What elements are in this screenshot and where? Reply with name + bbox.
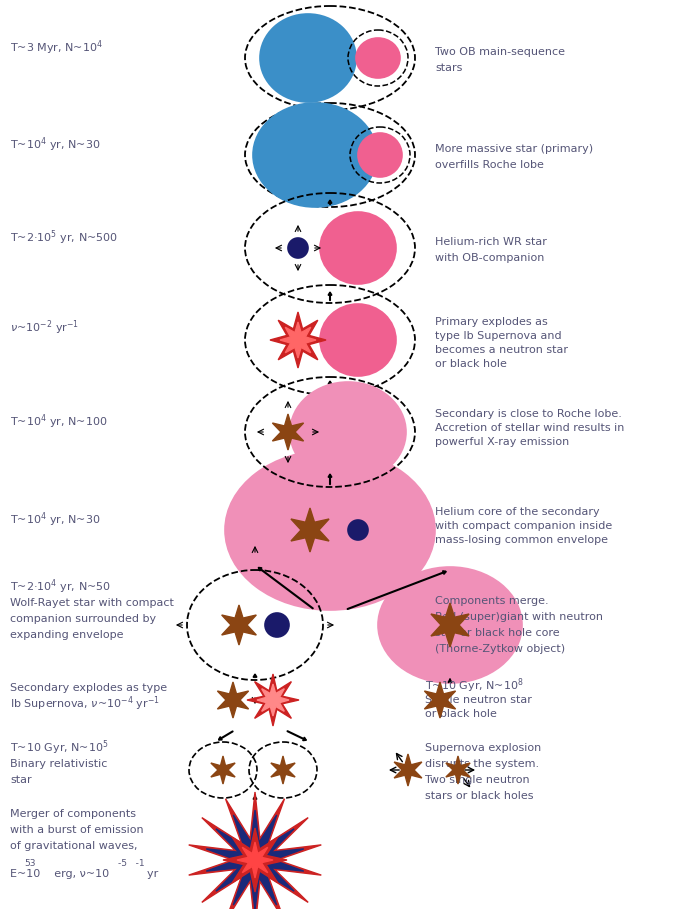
Ellipse shape [356,38,400,78]
Text: disrupts the system.: disrupts the system. [425,759,539,769]
Text: Binary relativistic: Binary relativistic [10,759,108,769]
Ellipse shape [348,520,368,540]
Polygon shape [237,842,273,878]
Polygon shape [431,603,469,647]
Text: expanding envelope: expanding envelope [10,630,123,640]
Text: Single neutron star: Single neutron star [425,695,532,705]
Text: with a burst of emission: with a burst of emission [10,825,144,835]
Polygon shape [273,414,303,450]
Polygon shape [247,674,299,726]
Text: T~2·10$^5$ yr, N~500: T~2·10$^5$ yr, N~500 [10,229,118,247]
Polygon shape [271,756,295,784]
Polygon shape [222,605,256,645]
Text: stars or black holes: stars or black holes [425,791,534,801]
Text: becomes a neutron star: becomes a neutron star [435,345,568,355]
Text: Accretion of stellar wind results in: Accretion of stellar wind results in [435,423,624,433]
Text: T~10$^4$ yr, N~100: T~10$^4$ yr, N~100 [10,413,108,431]
Text: powerful X-ray emission: powerful X-ray emission [435,437,569,447]
Text: T~10$^4$ yr, N~30: T~10$^4$ yr, N~30 [10,135,101,155]
Text: $\nu$~10$^{-2}$ yr$^{-1}$: $\nu$~10$^{-2}$ yr$^{-1}$ [10,319,79,337]
Text: (Thorne-Zytkow object): (Thorne-Zytkow object) [435,644,565,654]
Text: mass-losing common envelope: mass-losing common envelope [435,535,608,545]
Ellipse shape [253,103,377,207]
Ellipse shape [378,567,522,683]
Polygon shape [217,682,249,718]
Text: Red (super)giant with neutron: Red (super)giant with neutron [435,612,603,622]
Text: with compact companion inside: with compact companion inside [435,521,612,531]
Text: T~3 Myr, N~10$^4$: T~3 Myr, N~10$^4$ [10,39,103,57]
Text: star: star [10,775,32,785]
Polygon shape [394,754,422,786]
Polygon shape [223,828,287,892]
Text: T~10$^4$ yr, N~30: T~10$^4$ yr, N~30 [10,511,101,529]
Text: Helium-rich WR star: Helium-rich WR star [435,237,547,247]
Ellipse shape [225,450,435,610]
Text: overfills Roche lobe: overfills Roche lobe [435,160,544,170]
Text: star or black hole core: star or black hole core [435,628,560,638]
Polygon shape [206,810,303,909]
Polygon shape [188,792,321,909]
Text: Secondary explodes as type: Secondary explodes as type [10,683,167,693]
Text: -5   -1: -5 -1 [118,860,145,868]
Text: or black hole: or black hole [425,709,497,719]
Text: Two OB main-sequence: Two OB main-sequence [435,47,565,57]
Text: yr: yr [140,869,158,879]
Polygon shape [446,756,470,784]
Ellipse shape [320,304,396,376]
Text: Ib Supernova, $\nu$~10$^{-4}$ yr$^{-1}$: Ib Supernova, $\nu$~10$^{-4}$ yr$^{-1}$ [10,694,160,714]
Polygon shape [280,322,316,358]
Text: Two single neutron: Two single neutron [425,775,530,785]
Text: companion surrounded by: companion surrounded by [10,614,156,624]
Text: Merger of components: Merger of components [10,809,136,819]
Text: 53: 53 [24,860,36,868]
Ellipse shape [265,613,289,637]
Polygon shape [270,312,326,368]
Text: E~10    erg, ν~10: E~10 erg, ν~10 [10,869,109,879]
Text: T~10 Gyr, N~10$^8$: T~10 Gyr, N~10$^8$ [425,676,524,695]
Text: Secondary is close to Roche lobe.: Secondary is close to Roche lobe. [435,409,622,419]
Text: Wolf-Rayet star with compact: Wolf-Rayet star with compact [10,598,174,608]
Ellipse shape [288,238,308,258]
Text: of gravitational waves,: of gravitational waves, [10,841,138,851]
Text: or black hole: or black hole [435,359,507,369]
Text: T~10 Gyr, N~10$^5$: T~10 Gyr, N~10$^5$ [10,739,109,757]
Polygon shape [257,684,289,716]
Text: stars: stars [435,63,462,73]
Text: Primary explodes as: Primary explodes as [435,317,548,327]
Text: Helium core of the secondary: Helium core of the secondary [435,507,599,517]
Polygon shape [291,508,329,552]
Ellipse shape [260,14,356,102]
Polygon shape [425,682,456,718]
Text: T~2·10$^4$ yr, N~50: T~2·10$^4$ yr, N~50 [10,578,111,596]
Polygon shape [211,756,235,784]
Text: Supernova explosion: Supernova explosion [425,743,541,753]
Text: Components merge.: Components merge. [435,596,549,606]
Ellipse shape [320,212,396,284]
Text: More massive star (primary): More massive star (primary) [435,144,593,154]
Text: type Ib Supernova and: type Ib Supernova and [435,331,562,341]
Ellipse shape [290,382,406,482]
Ellipse shape [358,133,402,177]
Text: with OB-companion: with OB-companion [435,253,545,263]
